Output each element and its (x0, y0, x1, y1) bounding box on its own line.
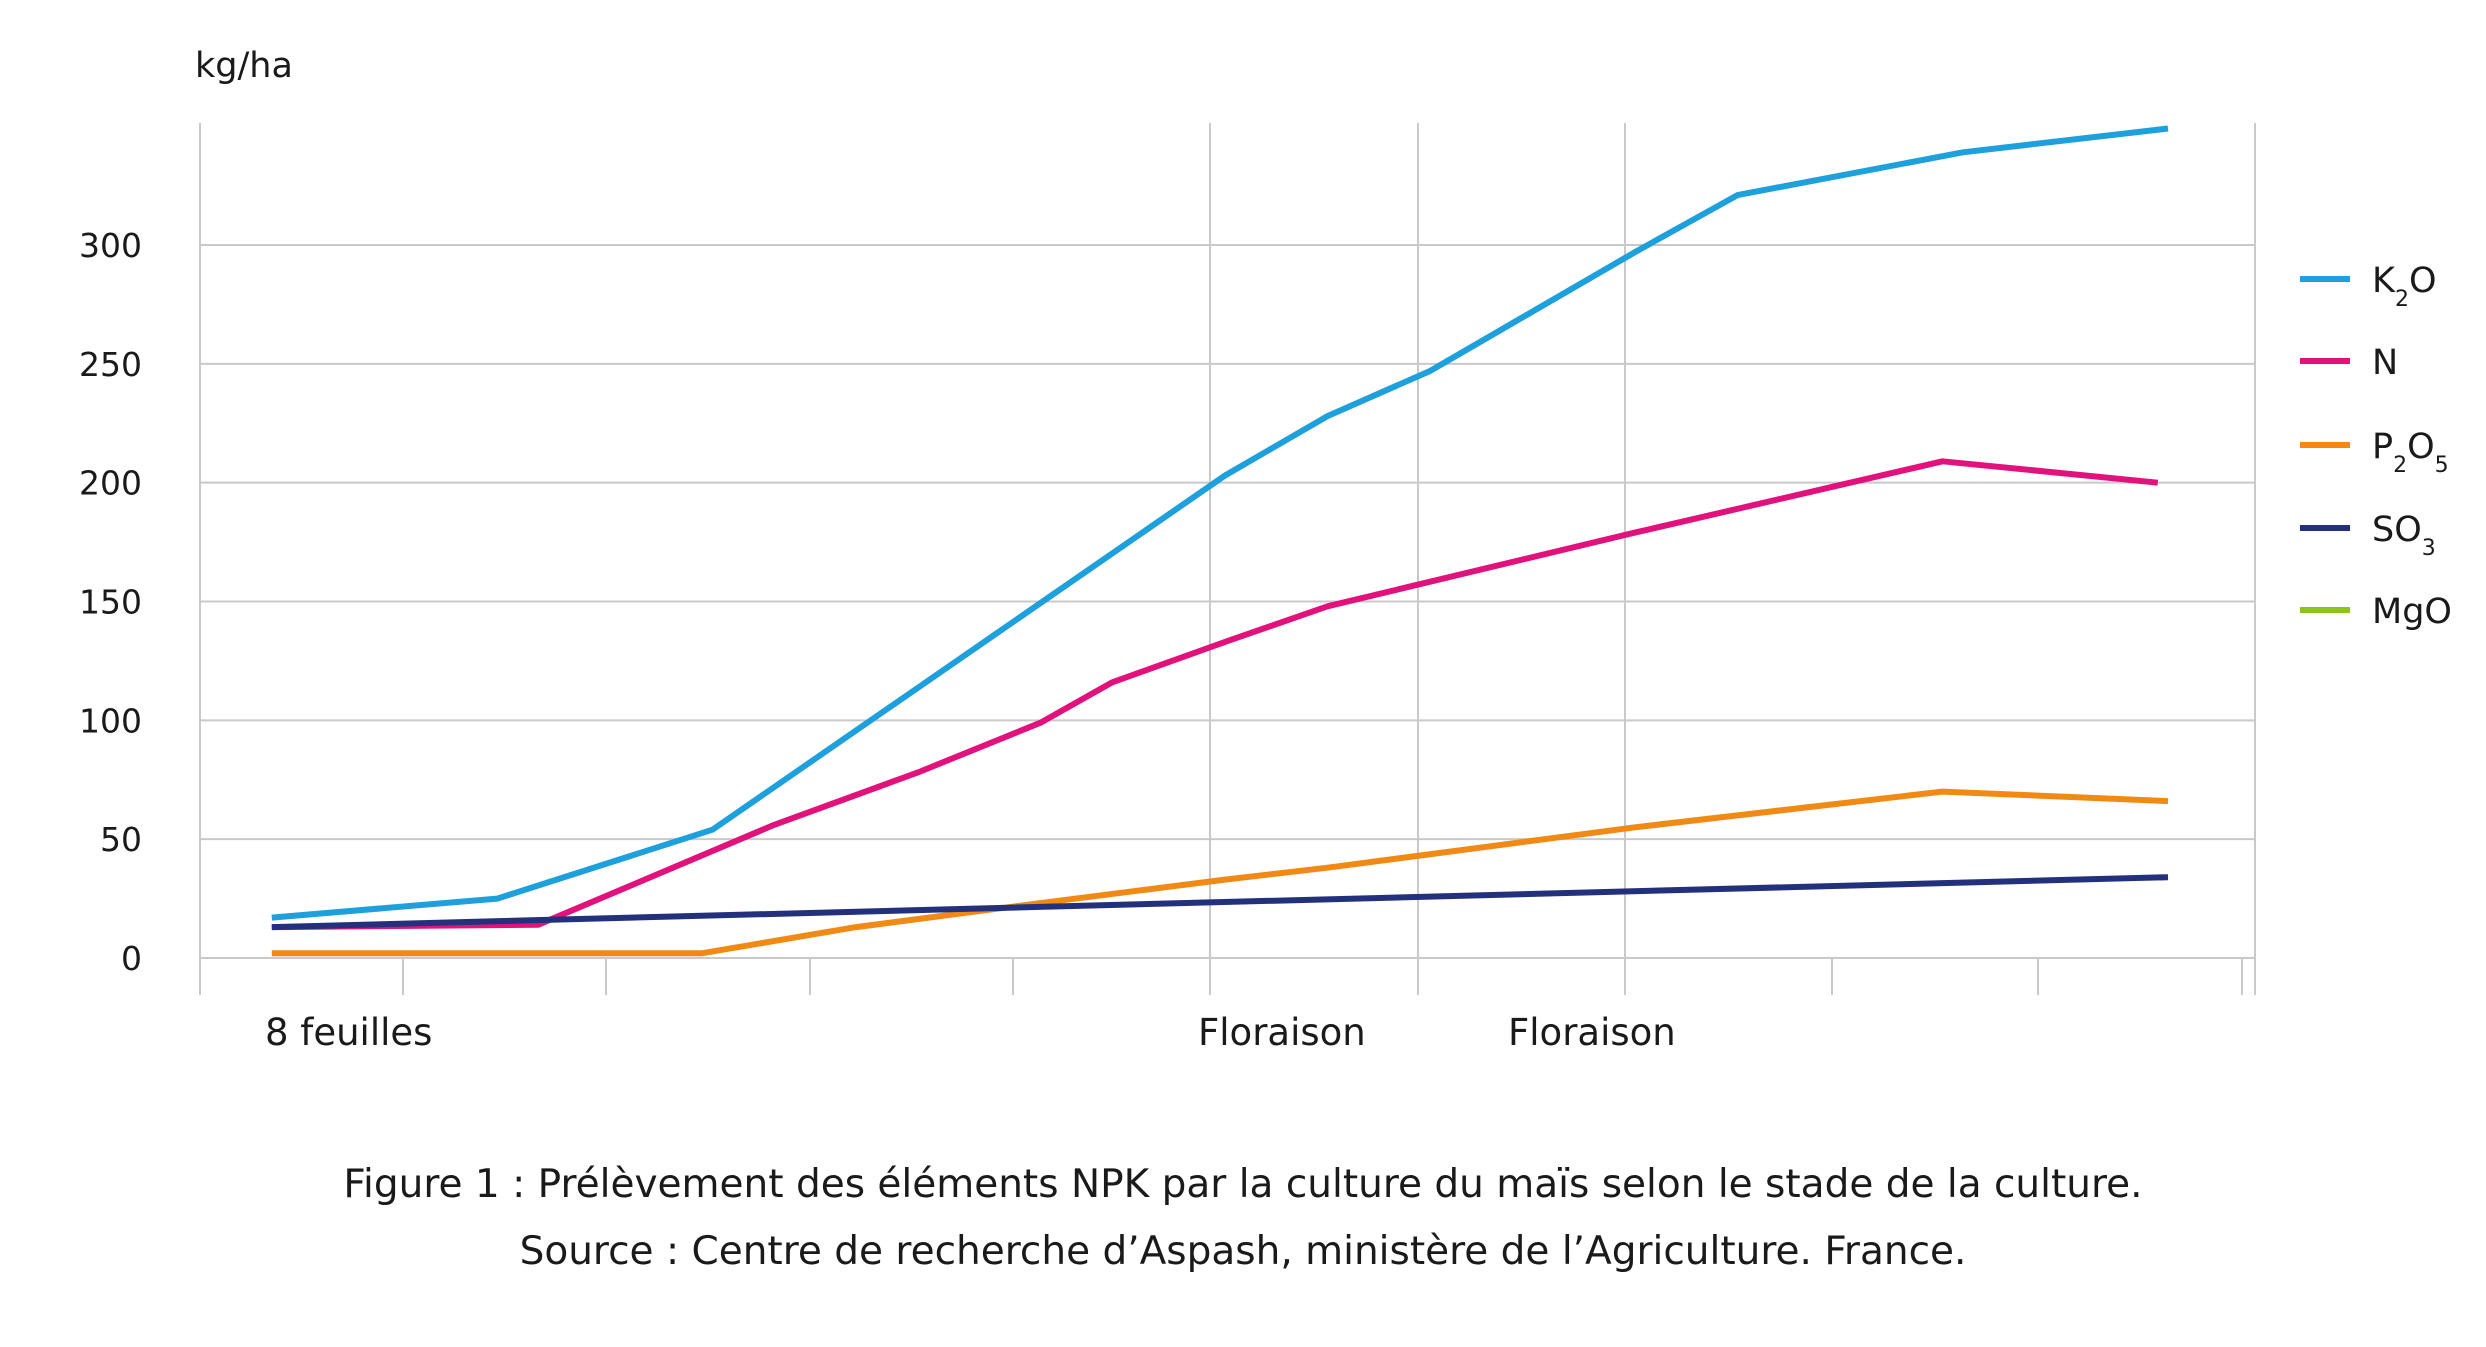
series-line-1 (271, 458, 2159, 931)
figure-source: Source : Centre de recherche d’Aspash, m… (0, 1229, 2486, 1274)
legend-label-subscript-0: 2 (2395, 287, 2409, 312)
legend-label-subscript2-2: 5 (2435, 453, 2449, 478)
legend-label-subscript-3: 3 (2422, 536, 2436, 561)
y-tick-label-150: 150 (79, 583, 142, 622)
series-lines (271, 125, 2169, 957)
caption-line-2: Source : Centre de recherche d’Aspash, m… (519, 1229, 1967, 1274)
stage-label-2: Floraison (1508, 1011, 1676, 1054)
y-axis-unit-label: kg/ha (195, 46, 293, 86)
y-tick-label-100: 100 (79, 701, 142, 740)
stage-label-0: 8 feuilles (265, 1011, 432, 1054)
series-line-0 (271, 125, 2169, 921)
legend-label-2: P2O5 (2372, 427, 2449, 478)
legend-label-tail-2: O (2407, 427, 2435, 467)
stage-label-1: Floraison (1198, 1011, 1366, 1054)
grid (199, 123, 2256, 995)
series-line-3 (271, 874, 2169, 931)
x-axis-stage-labels: 8 feuilles Floraison Floraison (265, 1011, 1676, 1054)
y-axis-ticks: 0 50 100 150 200 250 300 (79, 226, 142, 978)
legend-label-3: SO3 (2372, 510, 2436, 561)
legend-label-1: N (2372, 343, 2398, 383)
legend-label-main-2: P (2372, 427, 2393, 467)
y-tick-label-50: 50 (100, 820, 142, 859)
y-tick-label-300: 300 (79, 226, 142, 265)
caption-line-1: Figure 1 : Prélèvement des éléments NPK … (343, 1162, 2143, 1207)
y-tick-label-200: 200 (79, 464, 142, 503)
y-tick-label-0: 0 (121, 939, 142, 978)
legend-label-main-0: K (2372, 261, 2396, 301)
legend-label-tail-0: O (2409, 261, 2437, 301)
legend-label-subscript-2: 2 (2393, 453, 2407, 478)
y-tick-label-250: 250 (79, 345, 142, 384)
legend-label-main-1: N (2372, 343, 2398, 383)
figure-caption: Figure 1 : Prélèvement des éléments NPK … (0, 1162, 2486, 1207)
legend-label-main-3: SO (2372, 510, 2422, 550)
legend-label-main-4: MgO (2372, 592, 2452, 632)
legend-label-4: MgO (2372, 592, 2452, 632)
series-line-2 (271, 788, 2169, 957)
legend-label-0: K2O (2372, 261, 2437, 312)
